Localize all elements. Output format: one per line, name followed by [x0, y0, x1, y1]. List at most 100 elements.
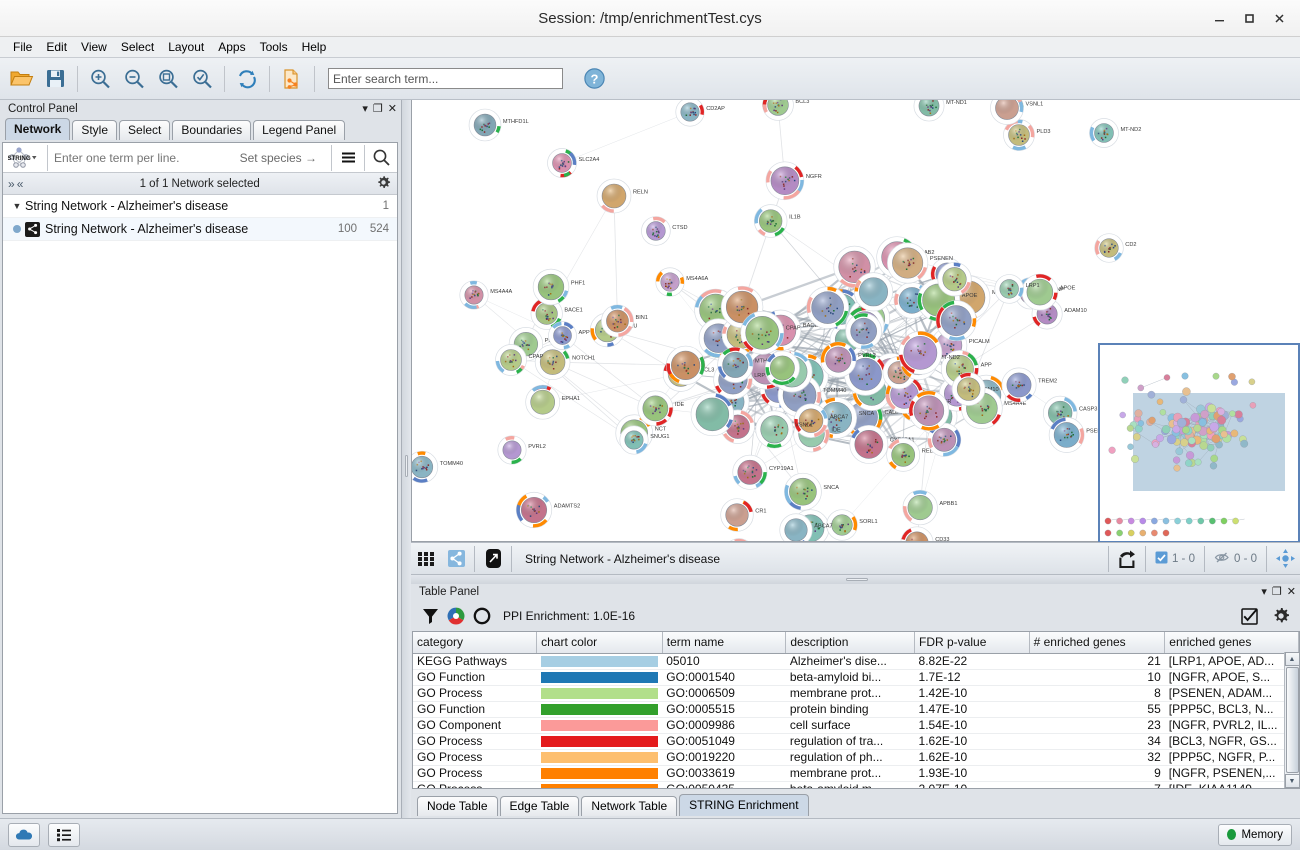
network-node[interactable]: [806, 286, 849, 329]
network-node[interactable]: TOMM40: [412, 450, 463, 484]
network-node[interactable]: SORL1: [826, 509, 878, 541]
network-node[interactable]: CPAP: [495, 344, 544, 376]
network-node[interactable]: PVRL2: [820, 341, 876, 378]
network-node[interactable]: MTHFD1L: [717, 346, 781, 383]
network-node[interactable]: CR1: [720, 498, 767, 532]
tab-style[interactable]: Style: [72, 120, 118, 140]
table-row[interactable]: GO Function GO:0001540 beta-amyloid bi... 1…: [413, 669, 1299, 686]
scroll-down-button[interactable]: ▼: [1284, 774, 1300, 788]
network-node[interactable]: MT-ND1: [913, 100, 967, 122]
column-header-description[interactable]: description: [785, 632, 916, 654]
search-icon[interactable]: [365, 144, 397, 172]
network-node[interactable]: CPAP: [740, 310, 801, 355]
menu-file[interactable]: File: [13, 40, 33, 54]
cp-close-icon[interactable]: ✕: [387, 103, 397, 115]
network-node[interactable]: [853, 272, 894, 312]
hidden-nodes-counter[interactable]: 0 - 0: [1208, 551, 1263, 567]
column-header-chart-color[interactable]: chart color: [536, 632, 663, 654]
network-node[interactable]: [898, 330, 943, 375]
network-node[interactable]: [690, 392, 735, 437]
zoom-fit-selected-icon[interactable]: [185, 62, 219, 96]
table-row[interactable]: GO Component GO:0009986 cell surface 1.54E-…: [413, 717, 1299, 734]
save-session-icon[interactable]: [38, 62, 72, 96]
string-logo-dropdown[interactable]: STRING: [3, 144, 47, 172]
network-node[interactable]: EPHA1: [525, 384, 580, 420]
splitter-grip[interactable]: [846, 578, 868, 581]
cp-maximize-icon[interactable]: ❐: [372, 103, 383, 115]
network-node[interactable]: [927, 422, 962, 457]
tab-node-table[interactable]: Node Table: [417, 796, 498, 816]
pan-navigate-icon[interactable]: [1270, 543, 1300, 574]
network-node[interactable]: NGFR: [765, 161, 822, 201]
column-header-enriched-genes[interactable]: enriched genes: [1164, 632, 1299, 654]
network-tree-group[interactable]: ▼ String Network - Alzheimer's disease 1: [3, 195, 397, 218]
column-header-category[interactable]: category: [413, 632, 538, 654]
network-node[interactable]: CYP19A1: [732, 454, 794, 490]
menu-tools[interactable]: Tools: [259, 40, 288, 54]
menu-layout[interactable]: Layout: [168, 40, 205, 54]
gear-icon[interactable]: [376, 175, 397, 193]
tp-maximize-icon[interactable]: ❐: [1271, 586, 1282, 598]
table-row[interactable]: GO Process GO:0019220 regulation of ph... 1…: [413, 749, 1299, 766]
chevron-down-icon[interactable]: ▼: [12, 201, 22, 211]
network-node[interactable]: MS4A6A: [655, 267, 709, 297]
table-vertical-scrollbar[interactable]: ▲ ▼: [1284, 652, 1300, 788]
network-node[interactable]: PLD3: [1003, 119, 1051, 151]
zoom-out-icon[interactable]: [117, 62, 151, 96]
open-session-icon[interactable]: [4, 62, 38, 96]
network-node[interactable]: ABCA7: [793, 403, 848, 438]
network-node[interactable]: CD2: [1094, 233, 1137, 263]
maximize-button[interactable]: [1234, 4, 1264, 34]
cloud-status-icon[interactable]: [8, 822, 40, 847]
network-node[interactable]: BCL3: [762, 100, 810, 121]
hamburger-icon[interactable]: [332, 144, 364, 172]
scroll-thumb[interactable]: [1285, 667, 1299, 773]
network-node[interactable]: [951, 372, 986, 406]
close-button[interactable]: [1264, 4, 1294, 34]
table-row[interactable]: GO Process GO:0051049 regulation of tra...…: [413, 733, 1299, 750]
network-node[interactable]: CTSD: [641, 216, 688, 246]
network-node[interactable]: CD33: [900, 526, 950, 542]
filter-funnel-icon[interactable]: [417, 603, 443, 629]
select-all-checkbox-icon[interactable]: [1236, 603, 1262, 629]
network-node[interactable]: APP: [548, 321, 590, 350]
network-node[interactable]: IDE: [637, 390, 685, 427]
table-row[interactable]: GO Process GO:0033619 membrane prot... 1.93…: [413, 765, 1299, 782]
expand-all-icon[interactable]: «: [16, 176, 24, 191]
tab-edge-table[interactable]: Edge Table: [499, 796, 580, 816]
network-node[interactable]: VSNL1: [755, 410, 813, 449]
enrichment-table-wrapper[interactable]: category chart color term name descripti…: [412, 631, 1300, 789]
donut-chart-icon[interactable]: [469, 603, 495, 629]
network-node[interactable]: RELN: [886, 437, 937, 472]
horizontal-splitter[interactable]: [411, 575, 1300, 584]
network-node[interactable]: MS4A4A: [459, 280, 513, 310]
pie-chart-icon[interactable]: [443, 603, 469, 629]
annotation-arrow-icon[interactable]: [478, 543, 508, 574]
network-node[interactable]: [845, 312, 883, 350]
network-node[interactable]: MTHFD1L: [468, 108, 529, 142]
network-node[interactable]: [937, 262, 972, 297]
network-share-icon[interactable]: [441, 543, 471, 574]
network-node[interactable]: CD2AP: [675, 100, 725, 127]
network-graph[interactable]: BCL3MS4A4EBACE2CADPS2GAB2INS1CLUMMECYP19…: [412, 100, 1300, 542]
network-node[interactable]: PSENEN: [1048, 417, 1109, 453]
network-tree-item[interactable]: String Network - Alzheimer's disease 100…: [3, 218, 397, 241]
menu-view[interactable]: View: [81, 40, 107, 54]
network-node[interactable]: NOTCH1: [534, 344, 595, 380]
refresh-icon[interactable]: [230, 62, 264, 96]
minimize-button[interactable]: [1204, 4, 1234, 34]
collapse-all-icon[interactable]: »: [8, 176, 15, 191]
network-node[interactable]: [908, 390, 950, 432]
tp-close-icon[interactable]: ✕: [1286, 586, 1296, 598]
selected-nodes-counter[interactable]: 1 - 0: [1149, 551, 1201, 567]
network-node[interactable]: [935, 300, 977, 342]
network-node[interactable]: APOE: [1021, 273, 1076, 311]
column-header-enriched-count[interactable]: # enriched genes: [1029, 632, 1166, 654]
network-node[interactable]: ABCA7: [779, 513, 833, 542]
grid-layout-icon[interactable]: [411, 543, 441, 574]
tab-boundaries[interactable]: Boundaries: [172, 120, 252, 140]
gear-icon[interactable]: [1268, 603, 1294, 629]
table-row[interactable]: GO Process GO:0006509 membrane prot... 1.42…: [413, 685, 1299, 702]
network-node[interactable]: LRP1: [994, 274, 1040, 304]
table-row[interactable]: GO Process GO:0050435 beta-amyloid m... 2.0…: [413, 781, 1299, 788]
